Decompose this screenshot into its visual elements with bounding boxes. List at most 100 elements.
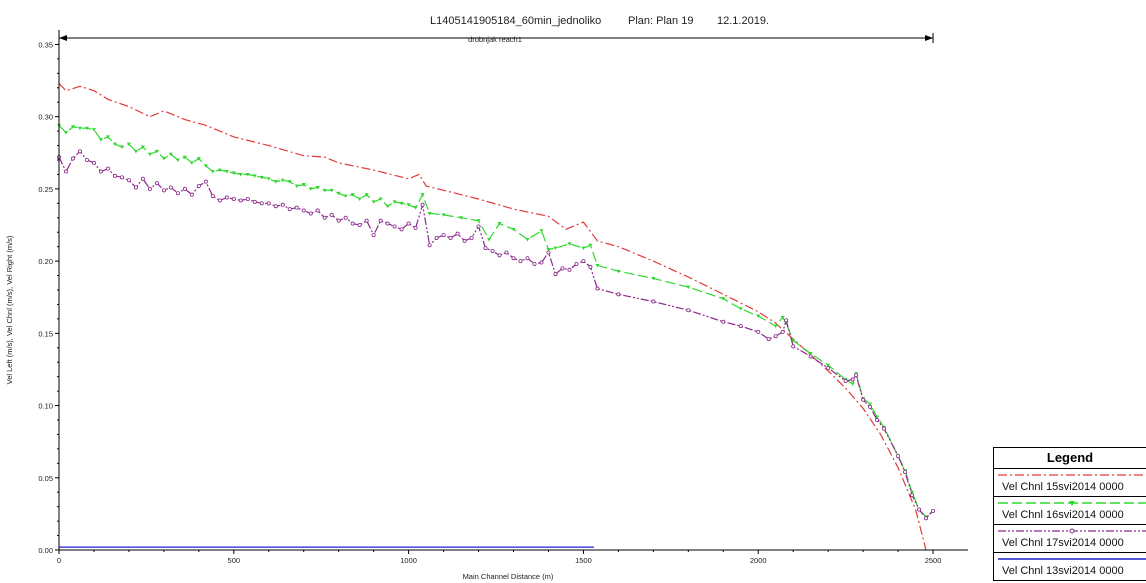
data-point: [850, 382, 855, 386]
data-point: [392, 224, 397, 229]
data-point: [266, 201, 271, 206]
data-point: [210, 170, 215, 174]
data-point: [924, 516, 929, 521]
data-point: [861, 397, 866, 402]
data-point: [238, 198, 243, 203]
y-axis-label: Vel Left (m/s), Vel Chnl (m/s), Vel Righ…: [5, 235, 14, 384]
data-point: [490, 248, 495, 253]
data-point: [231, 171, 236, 175]
data-point: [896, 454, 901, 459]
legend-swatch-red: [998, 474, 1146, 476]
data-point: [539, 229, 544, 233]
data-point: [154, 149, 159, 154]
reach-arrow-left-icon: [59, 35, 67, 41]
data-point: [105, 135, 110, 139]
data-point: [63, 169, 68, 174]
series-3: [57, 149, 936, 521]
data-point: [504, 250, 509, 255]
data-point: [273, 204, 278, 209]
data-point: [910, 493, 915, 498]
data-point: [826, 365, 831, 370]
data-point: [133, 149, 138, 154]
data-point: [399, 201, 404, 206]
data-point: [616, 269, 621, 274]
data-point: [343, 215, 348, 220]
data-point: [231, 196, 236, 201]
data-point: [581, 259, 586, 264]
data-point: [287, 180, 292, 184]
data-point: [791, 339, 796, 343]
data-point: [259, 201, 264, 206]
data-point: [791, 344, 796, 349]
data-point: [119, 175, 124, 180]
legend-item-16svi: Vel Chnl 16svi2014 0000: [994, 497, 1146, 525]
data-point: [112, 173, 117, 178]
data-point: [588, 264, 593, 269]
data-point: [140, 145, 145, 149]
data-point: [518, 259, 523, 264]
data-point: [350, 221, 355, 226]
data-point: [539, 260, 544, 265]
data-point: [413, 225, 418, 230]
data-point: [322, 215, 327, 220]
legend-label: Vel Chnl 15svi2014 0000: [1002, 481, 1124, 493]
data-point: [63, 131, 68, 135]
data-point: [427, 243, 432, 248]
data-point: [77, 126, 82, 131]
legend-item-17svi: Vel Chnl 17svi2014 0000: [994, 525, 1146, 553]
data-point: [364, 218, 369, 223]
data-point: [70, 156, 75, 161]
data-point: [420, 202, 425, 207]
data-point: [469, 235, 474, 240]
data-point: [133, 185, 138, 190]
x-tick-label: 1000: [400, 556, 417, 565]
data-point: [738, 324, 743, 329]
data-point: [773, 334, 778, 339]
data-point: [238, 172, 243, 177]
data-point: [843, 378, 848, 383]
data-point: [196, 183, 201, 188]
y-tick-label: 0.20: [38, 257, 53, 266]
data-point: [203, 164, 208, 168]
data-point: [784, 318, 789, 323]
data-point: [399, 227, 404, 232]
data-point: [525, 256, 530, 261]
data-point: [780, 329, 785, 334]
data-point: [616, 292, 621, 297]
data-point: [756, 329, 761, 334]
data-point: [182, 155, 187, 160]
data-point: [567, 267, 572, 272]
data-point: [738, 307, 743, 311]
data-point: [875, 415, 880, 420]
data-point: [868, 402, 873, 407]
data-point: [217, 198, 222, 203]
data-point: [378, 218, 383, 223]
data-point: [427, 211, 432, 216]
series-line: [58, 82, 927, 551]
data-point: [371, 233, 376, 238]
data-point: [882, 426, 887, 431]
data-point: [84, 126, 89, 131]
data-point: [532, 261, 537, 266]
data-point: [931, 508, 936, 513]
data-point: [308, 211, 313, 216]
data-point: [854, 373, 859, 378]
data-point: [245, 196, 250, 201]
data-point: [329, 188, 334, 193]
legend-swatch-green: [998, 501, 1146, 506]
legend-label: Vel Chnl 17svi2014 0000: [1002, 537, 1124, 549]
data-point: [224, 170, 229, 174]
x-tick-label: 2000: [750, 556, 767, 565]
data-point: [315, 208, 320, 213]
data-point: [651, 276, 656, 281]
data-point: [441, 233, 446, 238]
data-point: [553, 246, 558, 251]
x-tick-label: 500: [228, 556, 241, 565]
data-point: [287, 207, 292, 212]
data-point: [70, 125, 75, 129]
data-point: [780, 315, 785, 320]
data-point: [308, 187, 313, 191]
data-point: [413, 206, 418, 210]
y-tick-label: 0.15: [38, 329, 53, 338]
data-point: [210, 194, 215, 199]
